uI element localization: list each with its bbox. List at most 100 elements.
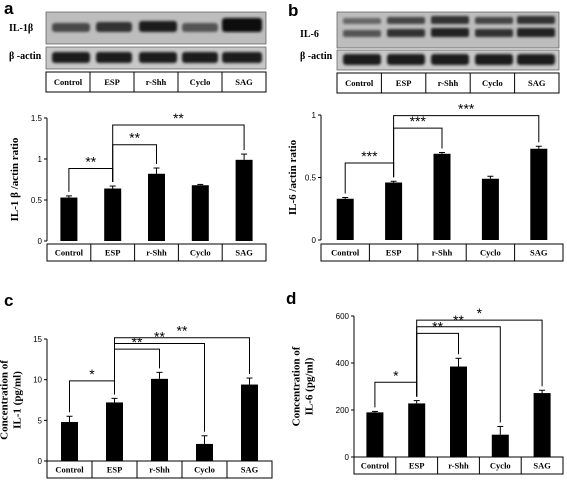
blot-label-actin-b: β -actin [300,51,333,62]
bar [450,366,467,457]
significance-bracket [112,124,245,183]
x-tick-label: r-Shh [149,465,170,475]
bar [433,153,451,240]
y-axis-label: Concentration of [0,360,11,440]
significance-bracket [68,168,114,192]
bar [491,434,509,457]
bar [148,173,165,241]
y-tick-label: 0.5 [305,174,317,183]
significance-bracket [114,337,250,395]
x-tick-label: Control [55,248,84,258]
blot-label-actin-a: β -actin [9,51,42,62]
bar [104,188,122,241]
bar [385,182,403,240]
blot-bands-b [343,16,555,65]
bar [241,384,258,461]
y-tick-label: 0.5 [31,196,43,205]
panel-letter-c: c [4,291,13,310]
bar [106,402,123,461]
bar [191,185,209,241]
significance-label: *** [361,148,378,164]
bar [530,148,548,240]
y-tick-label: 0 [38,457,43,466]
x-tick-label: ESP [105,248,121,258]
significance-label: ** [85,154,96,170]
y-axis-label: IL-1 (pg/ml) [12,371,24,429]
blot-lane-label: r-Shh [438,78,459,88]
significance-label: ** [173,110,184,126]
blot-label-il1b: IL-1β [9,23,33,34]
x-tick-label: ESP [386,248,402,258]
bar [61,421,78,461]
y-tick-label: 0 [312,236,317,245]
y-tick-label: 1 [38,155,43,164]
y-axis-label: Concentration of [291,346,303,426]
significance-label: * [477,305,483,321]
x-tick-label: SAG [530,248,548,258]
western-blot-b: IL-6 β -actin Control ESP r-Shh Cyclo SAG [300,11,560,94]
significance-bracket [416,319,543,397]
x-tick-label: Cyclo [480,248,501,258]
x-tick-label: Cyclo [490,461,511,471]
y-tick-label: 400 [336,359,350,368]
bar [533,393,551,457]
chart-b: 0 0.5 1 IL-6 /actin ratio Control ESP r-Shh Cyc… [287,101,564,262]
blot-lane-label: ESP [396,78,412,88]
bar [60,197,78,241]
y-tick-label: 200 [336,406,350,415]
y-tick-label: 10 [33,376,42,385]
blot-lane-label: r-Shh [146,77,167,87]
y-axis-label: IL-6 (pg/ml) [304,357,316,415]
y-tick-label: 1.5 [31,114,43,123]
x-tick-label: Cyclo [194,465,215,475]
category-box [46,243,267,262]
bar [366,412,384,457]
blot-lane-label: SAG [235,77,253,87]
blot-lane-box-b [336,72,560,94]
category-box [320,243,564,262]
x-tick-label: ESP [409,461,425,471]
y-axis-label: IL-1 β /actin ratio [9,137,21,221]
blot-bands-a [52,18,262,63]
panel-letter-d: d [286,289,296,308]
panel-letter-a: a [4,0,14,18]
significance-label: * [393,367,399,383]
significance-label: * [89,366,95,382]
x-tick-label: r-Shh [146,248,167,258]
x-tick-label: SAG [241,465,259,475]
western-blot-a: IL-1β β -actin Control ESP r-Shh Cyclo SAG [9,11,267,93]
blot-lane-label: SAG [528,78,546,88]
y-tick-label: 600 [336,312,350,321]
x-tick-label: Control [55,465,84,475]
significance-label: *** [410,113,427,129]
y-tick-label: 0 [345,453,350,462]
blot-lane-label: ESP [104,77,120,87]
significance-bracket [393,115,540,178]
chart-a: 0 0.5 1 1.5 IL-1 β /actin ratio Control ESP r-S… [9,110,267,262]
x-tick-label: Cyclo [190,248,211,258]
blot-lane-label: Control [345,78,374,88]
significance-label: ** [132,334,143,350]
x-tick-label: SAG [235,248,253,258]
significance-label: ** [129,130,140,146]
blot-lane-label: Cyclo [190,77,211,87]
bar [235,159,253,241]
bar [481,178,499,240]
bar [196,443,213,461]
bar [151,378,168,461]
chart-d: 0 200 400 600 Concentration of IL-6 (pg/ml) Co… [291,305,564,475]
significance-label: ** [154,328,165,344]
panel-letter-b: b [288,1,298,20]
x-tick-label: r-Shh [448,461,469,471]
significance-label: *** [458,101,475,117]
x-tick-label: SAG [533,461,551,471]
blot-label-il6: IL-6 [300,29,319,40]
y-axis-label: IL-6 /actin ratio [287,139,299,215]
x-tick-label: r-Shh [432,248,453,258]
bar [336,198,354,240]
blot-lane-label: Control [54,77,83,87]
x-tick-label: ESP [107,465,123,475]
y-tick-label: 5 [38,416,43,425]
